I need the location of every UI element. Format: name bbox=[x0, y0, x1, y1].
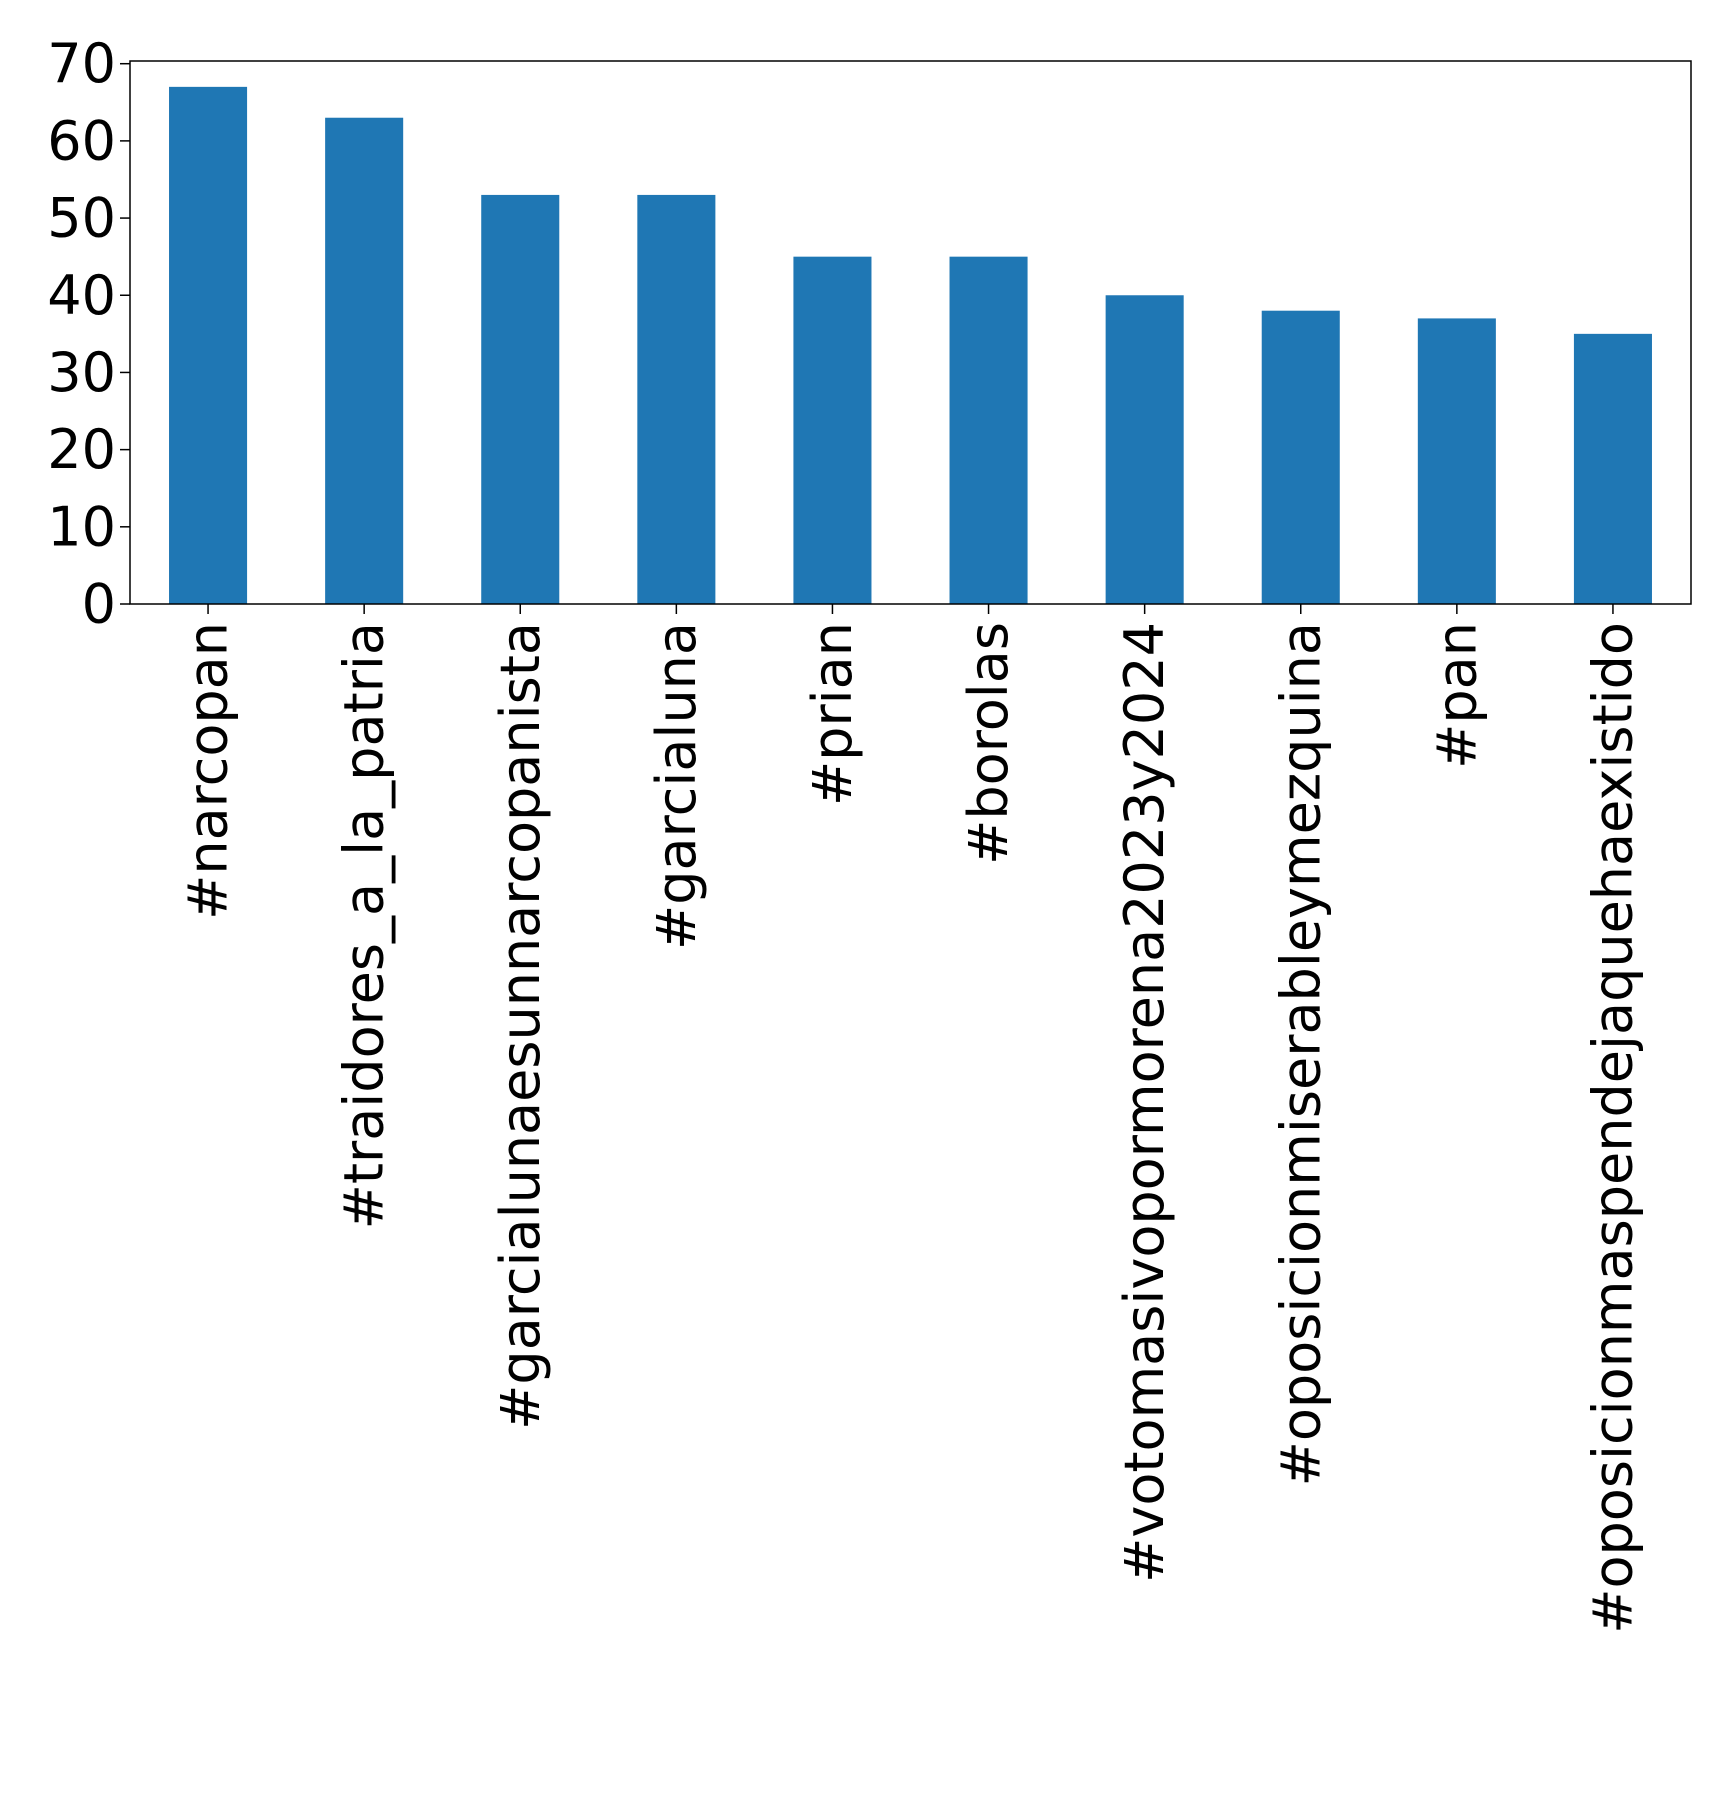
bar-6 bbox=[1105, 295, 1184, 604]
x-axis: #narcopan #traidores_a_la_patria #garcialu… bbox=[177, 604, 1644, 1634]
x-tick-label: #traidores_a_la_patria bbox=[333, 622, 396, 1229]
x-tick-label: #borolas bbox=[957, 622, 1020, 865]
x-tick-label: #oposicionmaspendejaquehaexistido bbox=[1581, 622, 1644, 1634]
bar-0 bbox=[169, 86, 248, 605]
x-tick-label: #narcopan bbox=[177, 622, 240, 920]
x-tick-label: #garcialuna bbox=[645, 622, 708, 950]
bar-5 bbox=[949, 256, 1028, 604]
y-tick-label: 70 bbox=[47, 32, 116, 95]
bar-7 bbox=[1261, 310, 1340, 604]
x-tick-label: #pan bbox=[1425, 622, 1488, 769]
y-tick-label: 0 bbox=[82, 573, 116, 636]
plot-frame bbox=[129, 60, 1692, 605]
x-tick-label: #prian bbox=[801, 622, 864, 806]
y-tick-label: 10 bbox=[47, 495, 116, 558]
bar-2 bbox=[481, 194, 560, 605]
bars-group bbox=[169, 86, 1652, 605]
bar-3 bbox=[637, 194, 716, 605]
y-tick-label: 20 bbox=[47, 418, 116, 481]
y-tick-label: 50 bbox=[47, 187, 116, 250]
y-tick-label: 30 bbox=[47, 341, 116, 404]
bar-8 bbox=[1417, 318, 1496, 604]
y-tick-label: 60 bbox=[47, 109, 116, 172]
x-tick-label: #garcialunaesunnarcopanista bbox=[489, 622, 552, 1430]
bar-1 bbox=[325, 117, 404, 604]
bar-4 bbox=[793, 256, 872, 604]
x-tick-label: #oposicionmiserableymezquina bbox=[1269, 622, 1332, 1486]
x-tick-label: #votomasivopormorena2023y2024 bbox=[1113, 622, 1176, 1583]
y-tick-label: 40 bbox=[47, 264, 116, 327]
bar-9 bbox=[1573, 333, 1652, 604]
y-axis: 0 10 20 30 40 50 60 70 bbox=[47, 32, 130, 636]
